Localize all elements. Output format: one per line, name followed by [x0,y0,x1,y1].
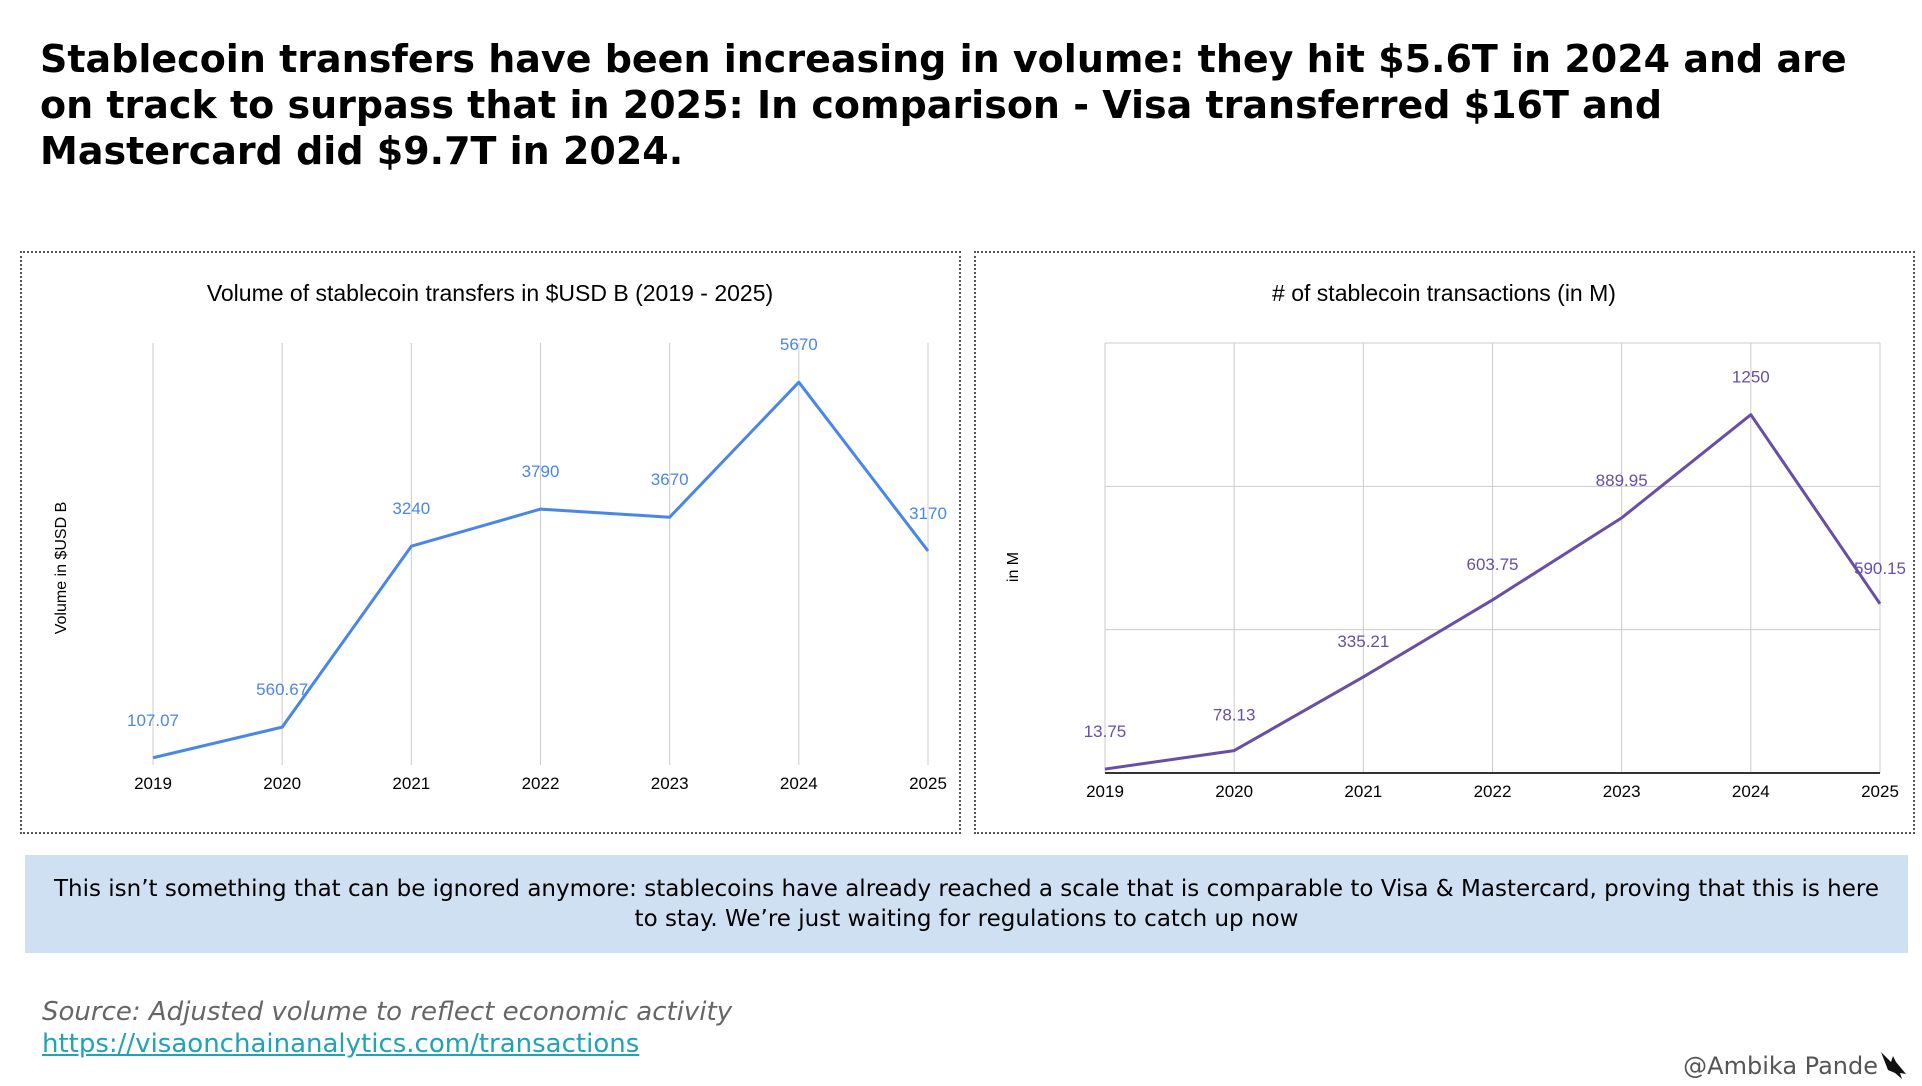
source-link[interactable]: https://visaonchainanalytics.com/transac… [42,1029,640,1059]
transactions-chart-ylabel: in M [1005,552,1022,582]
x-tick-label: 2020 [1215,782,1253,801]
author-credit: @Ambika Pande [1683,1052,1878,1080]
x-tick-label: 2019 [134,774,172,793]
transactions-chart: # of stablecoin transactions (in M) in M… [1005,280,1906,801]
source-note: Source: Adjusted volume to reflect econo… [42,997,733,1027]
data-label: 3670 [651,470,689,489]
series-line [152,380,930,760]
volume-chart-ylabel: Volume in $USD B [53,502,70,635]
data-label: 3170 [909,504,947,523]
x-tick-label: 2024 [780,774,818,793]
data-label: 889.95 [1596,471,1648,490]
data-label: 13.75 [1084,722,1127,741]
series-line [1104,413,1882,771]
callout-box: This isn’t something that can be ignored… [25,855,1908,953]
x-tick-label: 2019 [1086,782,1124,801]
x-tick-label: 2023 [651,774,689,793]
data-label: 603.75 [1467,555,1519,574]
x-tick-label: 2022 [522,774,560,793]
headline: Stablecoin transfers have been increasin… [40,36,1900,174]
callout-text: This isn’t something that can be ignored… [53,876,1880,932]
data-label: 3790 [522,462,560,481]
data-label: 560.67 [256,680,308,699]
transactions-chart-title: # of stablecoin transactions (in M) [1272,280,1616,306]
transactions-chart-panel: # of stablecoin transactions (in M) in M… [974,251,1915,834]
x-tick-label: 2025 [909,774,947,793]
x-tick-label: 2025 [1861,782,1899,801]
data-label: 3240 [392,499,430,518]
volume-chart-panel: Volume of stablecoin transfers in $USD B… [20,251,961,834]
x-tick-label: 2021 [392,774,430,793]
data-label: 590.15 [1854,559,1906,578]
data-label: 107.07 [127,711,179,730]
data-label: 78.13 [1213,706,1256,725]
data-label: 5670 [780,335,818,354]
x-tick-label: 2022 [1474,782,1512,801]
x-tick-label: 2024 [1732,782,1770,801]
data-label: 1250 [1732,368,1770,387]
headline-bold: Stablecoin transfers have been increasin… [40,37,1847,127]
volume-chart-title: Volume of stablecoin transfers in $USD B… [207,280,773,306]
x-tick-label: 2021 [1344,782,1382,801]
bird-icon [1881,1052,1906,1079]
x-tick-label: 2020 [263,774,301,793]
x-tick-label: 2023 [1603,782,1641,801]
data-label: 335.21 [1337,632,1389,651]
volume-chart: Volume of stablecoin transfers in $USD B… [53,280,947,793]
headline-regular: In comparison - Visa transferred $16T an… [40,83,1663,173]
